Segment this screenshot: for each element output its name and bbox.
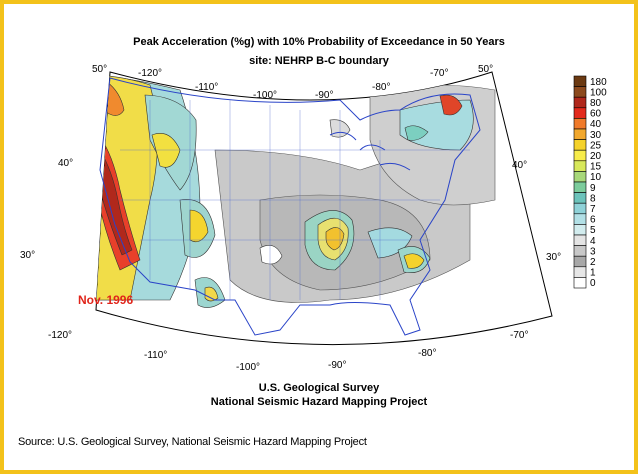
legend-label: 60 [590, 109, 602, 120]
legend-swatch [573, 160, 587, 172]
legend-label: 9 [590, 183, 596, 194]
legend-swatch [573, 171, 587, 183]
source-credit: Source: U.S. Geological Survey, National… [18, 436, 367, 448]
bottom-lon-90: -90° [328, 360, 346, 371]
bottom-lon-110: -110° [144, 350, 167, 361]
bottom-lon-100: -100° [236, 362, 260, 373]
legend-swatch [573, 86, 587, 98]
footer-agency: U.S. Geological Survey [258, 382, 380, 394]
legend-swatch [573, 266, 587, 278]
legend-label: 40 [590, 119, 602, 130]
top-lon-120: -120° [138, 68, 162, 79]
legend-swatch [573, 107, 587, 119]
legend-swatch [573, 255, 587, 268]
top-lon-110: -110° [195, 82, 218, 93]
right-lat-30: 30° [546, 252, 561, 263]
top-lon-100: -100° [253, 90, 277, 101]
legend-label: 100 [590, 87, 607, 98]
bottom-lon-80: -80° [418, 348, 436, 359]
legend-swatch [573, 128, 587, 140]
legend-label: 8 [590, 193, 596, 204]
legend-label: 80 [590, 98, 602, 109]
legend-swatch [573, 139, 587, 151]
footer-project: National Seismic Hazard Mapping Project [210, 396, 428, 408]
top-lon-70: -70° [430, 68, 448, 79]
legend-label: 3 [590, 246, 596, 257]
legend-swatch [573, 192, 587, 204]
legend-swatch [573, 224, 587, 236]
map-title: Peak Acceleration (%g) with 10% Probabil… [133, 36, 505, 48]
legend-label: 30 [590, 130, 602, 141]
legend-swatch [573, 245, 587, 257]
legend-swatch [573, 96, 587, 109]
legend-label: 20 [590, 151, 602, 162]
legend-label: 2 [590, 257, 596, 268]
left-lat-30: 30° [20, 250, 35, 261]
legend-swatch [573, 75, 587, 87]
legend-label: 7 [590, 204, 596, 215]
top-lon-80: -80° [372, 82, 390, 93]
us-border [99, 77, 481, 336]
legend-swatch [573, 149, 587, 162]
right-lat-50: 50° [478, 64, 493, 75]
top-lon-90: -90° [315, 90, 333, 101]
date-stamp: Nov. 1996 [78, 293, 133, 307]
legend-label: 1 [590, 268, 596, 279]
graticule-labels: -120° -110° -100° -90° -80° -70° 50° 40°… [20, 64, 561, 373]
left-lat-50: 50° [92, 64, 107, 75]
legend-label: 15 [590, 162, 602, 173]
legend-swatch [573, 181, 587, 193]
legend-swatch [573, 277, 587, 289]
legend-swatch [573, 118, 587, 130]
legend-swatch [573, 202, 587, 215]
legend-label: 180 [590, 77, 607, 88]
legend-swatch [573, 213, 587, 225]
legend-label: 6 [590, 215, 596, 226]
map-subtitle: site: NEHRP B-C boundary [249, 55, 389, 67]
great-lakes [329, 131, 411, 171]
legend-label: 5 [590, 225, 596, 236]
hazard-contours [96, 74, 496, 308]
state-lines [120, 100, 470, 300]
legend-label: 4 [590, 236, 596, 247]
legend-label: 10 [590, 172, 602, 183]
legend-label: 25 [590, 140, 602, 151]
legend-label: 0 [590, 278, 596, 289]
left-lat-40: 40° [58, 158, 73, 169]
bottom-lon-120: -120° [48, 330, 72, 341]
right-lat-40: 40° [512, 160, 527, 171]
bottom-lon-70: -70° [510, 330, 528, 341]
legend-swatch [573, 234, 587, 246]
